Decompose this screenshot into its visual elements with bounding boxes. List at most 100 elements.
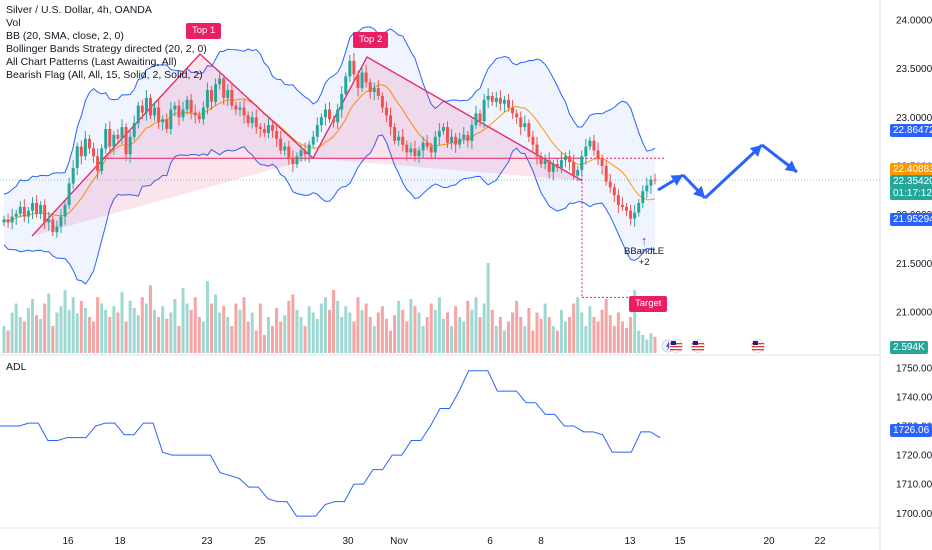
candle-body	[299, 150, 303, 157]
time-tick-label: 16	[62, 536, 74, 547]
candle-body	[307, 144, 311, 155]
legend-bb[interactable]: BB (20, SMA, close, 2, 0)	[6, 30, 124, 42]
symbol-title[interactable]: Silver / U.S. Dollar, 4h, OANDA	[6, 4, 152, 16]
candle-body	[421, 142, 425, 151]
legend-strategy[interactable]: Bollinger Bands Strategy directed (20, 2…	[6, 43, 207, 55]
volume-bar	[197, 317, 201, 353]
legend-flag[interactable]: Bearish Flag (All, All, 15, Solid, 2, So…	[6, 69, 203, 81]
us-flag-icon[interactable]	[669, 339, 683, 353]
volume-bar	[543, 303, 547, 353]
volume-bar	[462, 321, 466, 353]
volume-bar	[625, 327, 629, 353]
candle-body	[100, 148, 104, 171]
volume-bar	[429, 303, 433, 353]
volume-bar	[319, 303, 323, 353]
event-icons[interactable]	[660, 338, 780, 354]
candle-body	[507, 99, 511, 108]
candle-body	[458, 138, 462, 145]
candle-body	[214, 84, 218, 102]
bband-le-label: BBandLE	[624, 246, 665, 257]
candle-body	[234, 105, 238, 110]
candle-body	[238, 107, 242, 110]
candle-body	[266, 125, 270, 133]
volume-bar	[498, 317, 502, 353]
candle-body	[55, 226, 59, 233]
lower-band	[3, 134, 656, 285]
volume-bar	[470, 309, 474, 353]
candle-body	[437, 130, 441, 137]
adl-tag: 1726.06	[890, 424, 932, 437]
volume-bar	[405, 321, 409, 353]
candle-body	[14, 213, 18, 217]
volume-bar	[482, 303, 486, 353]
volume-bar	[112, 306, 116, 353]
candle-body	[433, 136, 437, 153]
legend-vol[interactable]: Vol	[6, 17, 21, 29]
adl-tick-label: 1750.00	[896, 363, 932, 374]
candle-body	[551, 164, 555, 172]
volume-bar	[523, 326, 527, 353]
volume-bar	[445, 312, 449, 353]
volume-bar	[384, 318, 388, 353]
price-tick-label: 24.00000	[896, 16, 932, 27]
band-fill	[4, 27, 655, 284]
candle-body	[201, 107, 205, 120]
lower-band-tag: 21.95294	[890, 213, 932, 226]
candle-body	[112, 134, 116, 147]
candle-body	[6, 219, 10, 223]
arrow-head-icon	[749, 145, 762, 157]
volume-bar	[584, 326, 588, 353]
volume-bar	[205, 281, 209, 353]
candle-body	[128, 136, 132, 155]
volume-bar	[51, 326, 55, 353]
candle-body	[144, 97, 148, 113]
bband-le-signal: ↑ BBandLE +2	[624, 234, 665, 268]
volume-bar	[2, 326, 6, 353]
volume-bar	[596, 321, 600, 353]
volume-bar	[401, 309, 405, 353]
candle-body	[132, 123, 136, 137]
volume-bar	[43, 303, 47, 353]
candle-body	[429, 146, 433, 153]
double-top-pattern	[31, 53, 665, 298]
volume-bar	[441, 318, 445, 353]
countdown-tag: 01:17:12	[890, 187, 932, 200]
adl-pane-title[interactable]: ADL	[6, 361, 27, 373]
us-flag-icon[interactable]	[691, 339, 705, 353]
volume-bar	[262, 335, 266, 353]
candle-body	[43, 204, 47, 223]
volume-bar	[271, 326, 275, 353]
volume-bar	[214, 294, 218, 353]
adl-tick-label: 1720.00	[896, 451, 932, 462]
candle-body	[543, 160, 547, 165]
candle-body	[498, 97, 502, 104]
candle-body	[633, 212, 637, 219]
candle-body	[47, 219, 51, 223]
candle-body	[413, 148, 417, 157]
candle-body	[254, 117, 258, 128]
us-flag-icon[interactable]	[751, 339, 765, 353]
candle-body	[401, 136, 405, 145]
candle-body	[523, 123, 527, 128]
volume-bar	[63, 290, 67, 353]
candle-body	[397, 136, 401, 141]
volume-bar	[437, 297, 441, 353]
volume-bar	[332, 290, 336, 353]
volume-bar	[592, 317, 596, 353]
candle-body	[262, 129, 266, 133]
volume-bar	[287, 300, 291, 353]
target-label: Target	[629, 296, 668, 312]
basis-line	[3, 84, 656, 222]
volume-bar	[185, 303, 189, 353]
candle-body	[568, 156, 572, 163]
candle-body	[535, 144, 539, 157]
candle-body	[218, 78, 222, 85]
legend-patterns[interactable]: All Chart Patterns (Last Awaiting, All)	[6, 56, 177, 68]
volume-bar	[515, 300, 519, 353]
time-tick-label: 6	[487, 536, 493, 547]
volume-bar	[6, 330, 10, 353]
candle-body	[348, 60, 352, 77]
